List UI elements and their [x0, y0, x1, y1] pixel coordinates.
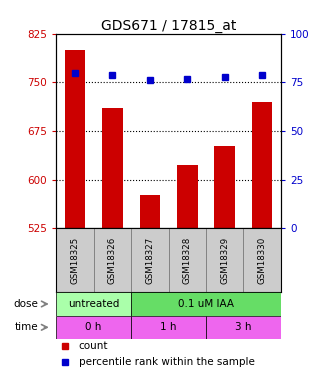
Bar: [214, 146, 235, 228]
Bar: [206, 316, 281, 339]
Bar: [177, 165, 197, 228]
Text: GSM18328: GSM18328: [183, 237, 192, 284]
Text: GSM18330: GSM18330: [258, 237, 267, 284]
Bar: [131, 292, 281, 316]
Text: dose: dose: [13, 299, 38, 309]
Text: count: count: [79, 341, 108, 351]
Bar: [56, 292, 131, 316]
Text: untreated: untreated: [68, 299, 119, 309]
Bar: [140, 195, 160, 228]
Text: 1 h: 1 h: [160, 322, 177, 332]
Text: 3 h: 3 h: [235, 322, 252, 332]
Text: GSM18326: GSM18326: [108, 237, 117, 284]
Bar: [102, 108, 123, 228]
Text: percentile rank within the sample: percentile rank within the sample: [79, 357, 255, 367]
Bar: [56, 316, 131, 339]
Text: GSM18329: GSM18329: [220, 237, 229, 284]
Bar: [65, 50, 85, 228]
Bar: [131, 316, 206, 339]
Text: 0 h: 0 h: [85, 322, 102, 332]
Bar: [252, 102, 273, 228]
Text: GSM18327: GSM18327: [145, 237, 154, 284]
Text: time: time: [14, 322, 38, 332]
Text: 0.1 uM IAA: 0.1 uM IAA: [178, 299, 234, 309]
Text: GSM18325: GSM18325: [70, 237, 79, 284]
Title: GDS671 / 17815_at: GDS671 / 17815_at: [101, 19, 236, 33]
